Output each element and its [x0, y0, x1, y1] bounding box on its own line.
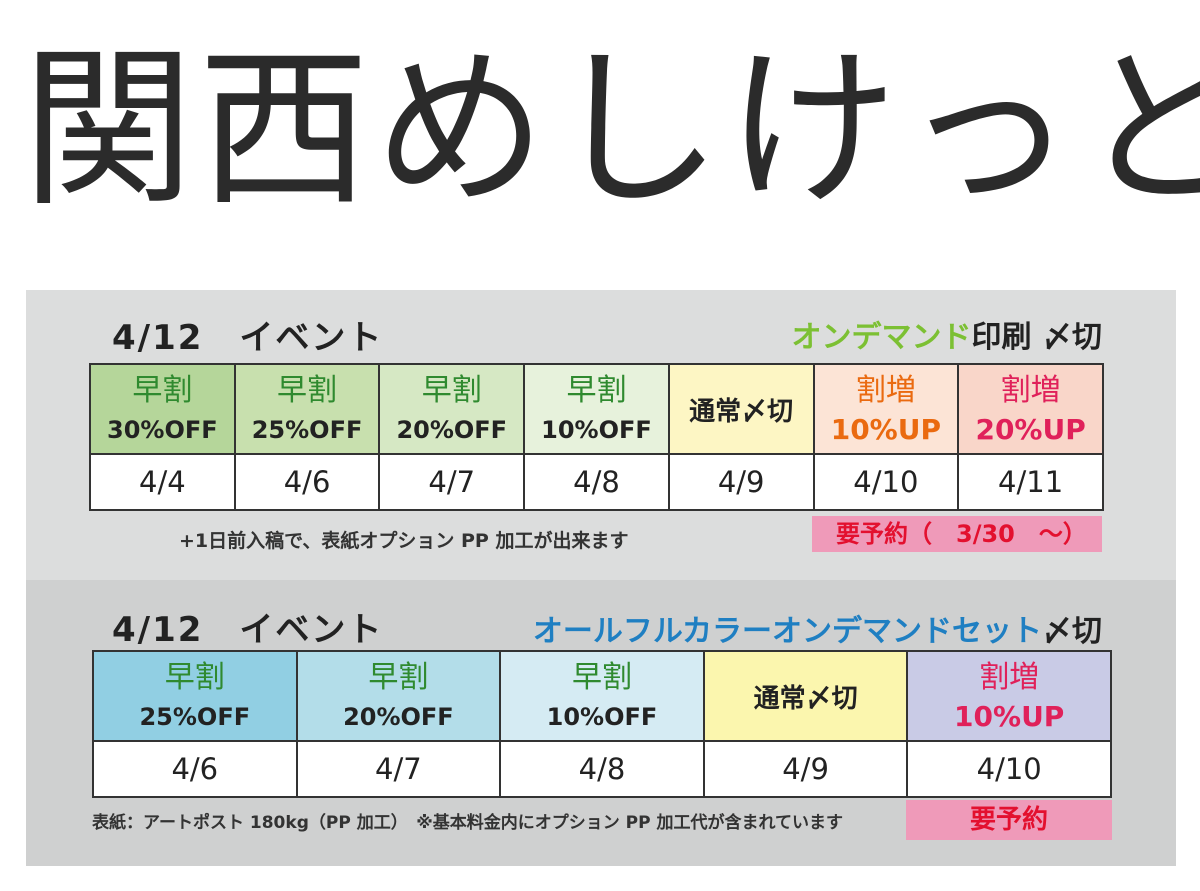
deadline-date: 4/11 — [957, 453, 1104, 511]
deadline-table: 早割 30%OFF 早割 25%OFF 早割 20%OFF 早割 10%OFF … — [89, 363, 1104, 511]
deadline-date: 4/8 — [499, 740, 705, 798]
rate-cell-early-25: 早割 25%OFF — [233, 363, 381, 455]
print-type-label: オールフルカラーオンデマンドセット〆切 — [533, 606, 1102, 650]
reservation-badge: 要予約 — [906, 800, 1112, 840]
cover-note: 表紙：アートポスト 180kg（PP 加工） ※基本料金内にオプション PP 加… — [92, 813, 843, 833]
print-type-rest: 〆切 — [1042, 614, 1102, 649]
deadline-date: 4/9 — [702, 740, 909, 798]
rate-cell-surcharge-20: 割増 20%UP — [957, 363, 1104, 455]
rate-cell-normal: 通常〆切 — [667, 363, 815, 455]
print-type-accent: オールフルカラーオンデマンドセット — [532, 614, 1042, 649]
rate-cell-early-10: 早割 10%OFF — [499, 650, 705, 742]
event-label: 4/12 イベント — [112, 610, 384, 650]
deadline-date: 4/6 — [92, 740, 298, 798]
deadline-date: 4/6 — [233, 453, 381, 511]
rate-cell-early-20: 早割 20%OFF — [295, 650, 502, 742]
rate-cell-early-30: 早割 30%OFF — [89, 363, 236, 455]
schedule-panel-ondemand: 4/12 イベント オンデマンド印刷 〆切 早割 30%OFF 早割 25%OF… — [26, 290, 1176, 580]
deadline-date: 4/9 — [667, 453, 815, 511]
deadline-date: 4/10 — [906, 740, 1112, 798]
rate-cell-early-25: 早割 25%OFF — [92, 650, 298, 742]
event-label: 4/12 イベント — [112, 318, 384, 358]
print-type-label: オンデマンド印刷 〆切 — [792, 312, 1102, 356]
schedule-panel-fullcolor: 4/12 イベント オールフルカラーオンデマンドセット〆切 早割 25%OFF … — [26, 580, 1176, 866]
rate-cell-surcharge-10: 割増 10%UP — [812, 363, 960, 455]
rate-cell-early-10: 早割 10%OFF — [523, 363, 670, 455]
option-note: +1日前入稿で、表紙オプション PP 加工が出来ます — [179, 530, 629, 552]
rate-cell-surcharge-10: 割増 10%UP — [906, 650, 1112, 742]
print-type-rest: 印刷 〆切 — [971, 320, 1102, 355]
deadline-date: 4/7 — [295, 740, 502, 798]
rate-cell-early-20: 早割 20%OFF — [378, 363, 526, 455]
deadline-date: 4/4 — [89, 453, 236, 511]
reservation-badge: 要予約（ 3/30 ～） — [812, 516, 1102, 552]
rate-cell-normal: 通常〆切 — [702, 650, 909, 742]
page-title: 関西めしけっと — [22, 29, 1200, 230]
deadline-date: 4/8 — [523, 453, 670, 511]
print-type-accent: オンデマンド — [791, 320, 972, 355]
deadline-table: 早割 25%OFF 早割 20%OFF 早割 10%OFF 通常〆切 割増 10… — [92, 650, 1112, 798]
deadline-date: 4/7 — [378, 453, 526, 511]
deadline-date: 4/10 — [812, 453, 960, 511]
